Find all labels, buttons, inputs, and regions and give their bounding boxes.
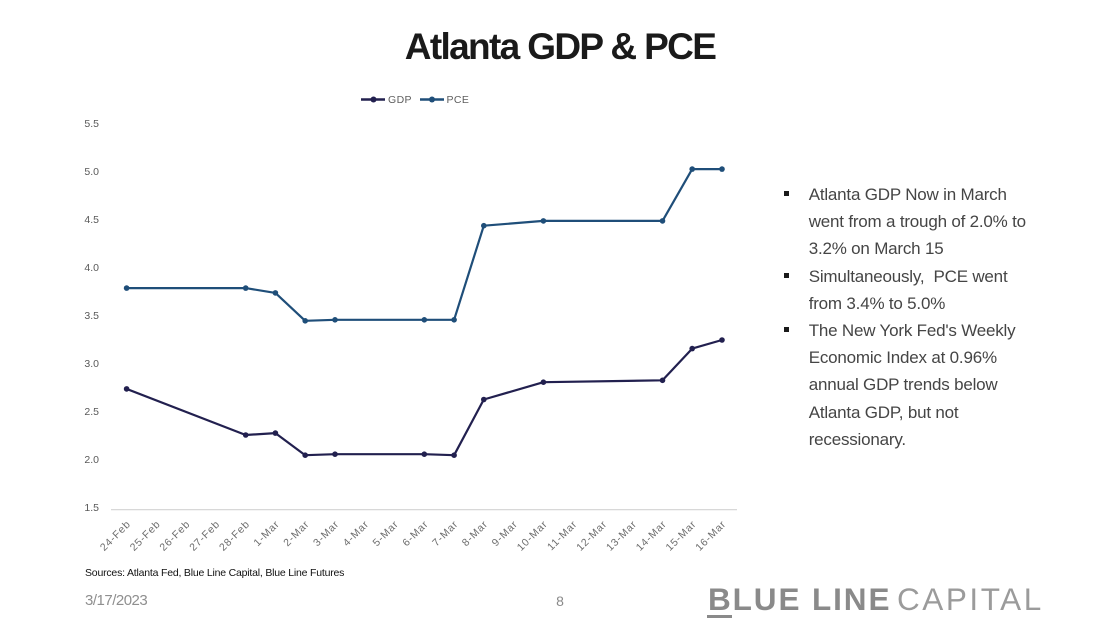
svg-text:24-Feb: 24-Feb (98, 518, 133, 553)
svg-text:15-Mar: 15-Mar (664, 518, 699, 553)
svg-text:PCE: PCE (447, 94, 470, 106)
svg-text:26-Feb: 26-Feb (157, 518, 192, 553)
svg-text:4-Mar: 4-Mar (341, 518, 372, 549)
svg-text:28-Feb: 28-Feb (217, 518, 252, 553)
svg-text:25-Feb: 25-Feb (128, 518, 163, 553)
svg-text:1-Mar: 1-Mar (251, 518, 282, 549)
svg-text:16-Mar: 16-Mar (693, 518, 728, 553)
svg-text:12-Mar: 12-Mar (574, 518, 609, 553)
svg-text:4.5: 4.5 (84, 214, 99, 226)
svg-text:1.5: 1.5 (84, 502, 99, 514)
svg-text:10-Mar: 10-Mar (515, 518, 550, 553)
svg-text:27-Feb: 27-Feb (187, 518, 222, 553)
svg-text:14-Mar: 14-Mar (634, 518, 669, 553)
svg-text:7-Mar: 7-Mar (430, 518, 461, 549)
svg-text:5-Mar: 5-Mar (371, 518, 402, 549)
svg-text:2.5: 2.5 (84, 406, 99, 418)
svg-text:4.0: 4.0 (84, 262, 99, 274)
svg-text:13-Mar: 13-Mar (604, 518, 639, 553)
svg-text:3.5: 3.5 (84, 310, 99, 322)
svg-text:5.5: 5.5 (84, 118, 99, 130)
svg-text:GDP: GDP (388, 94, 412, 106)
svg-text:2.0: 2.0 (84, 454, 99, 466)
svg-text:3.0: 3.0 (84, 358, 99, 370)
svg-text:5.0: 5.0 (84, 166, 99, 178)
svg-text:2-Mar: 2-Mar (281, 518, 312, 549)
svg-text:3-Mar: 3-Mar (311, 518, 342, 549)
svg-text:6-Mar: 6-Mar (400, 518, 431, 549)
svg-text:8-Mar: 8-Mar (460, 518, 491, 549)
svg-text:11-Mar: 11-Mar (545, 518, 580, 553)
